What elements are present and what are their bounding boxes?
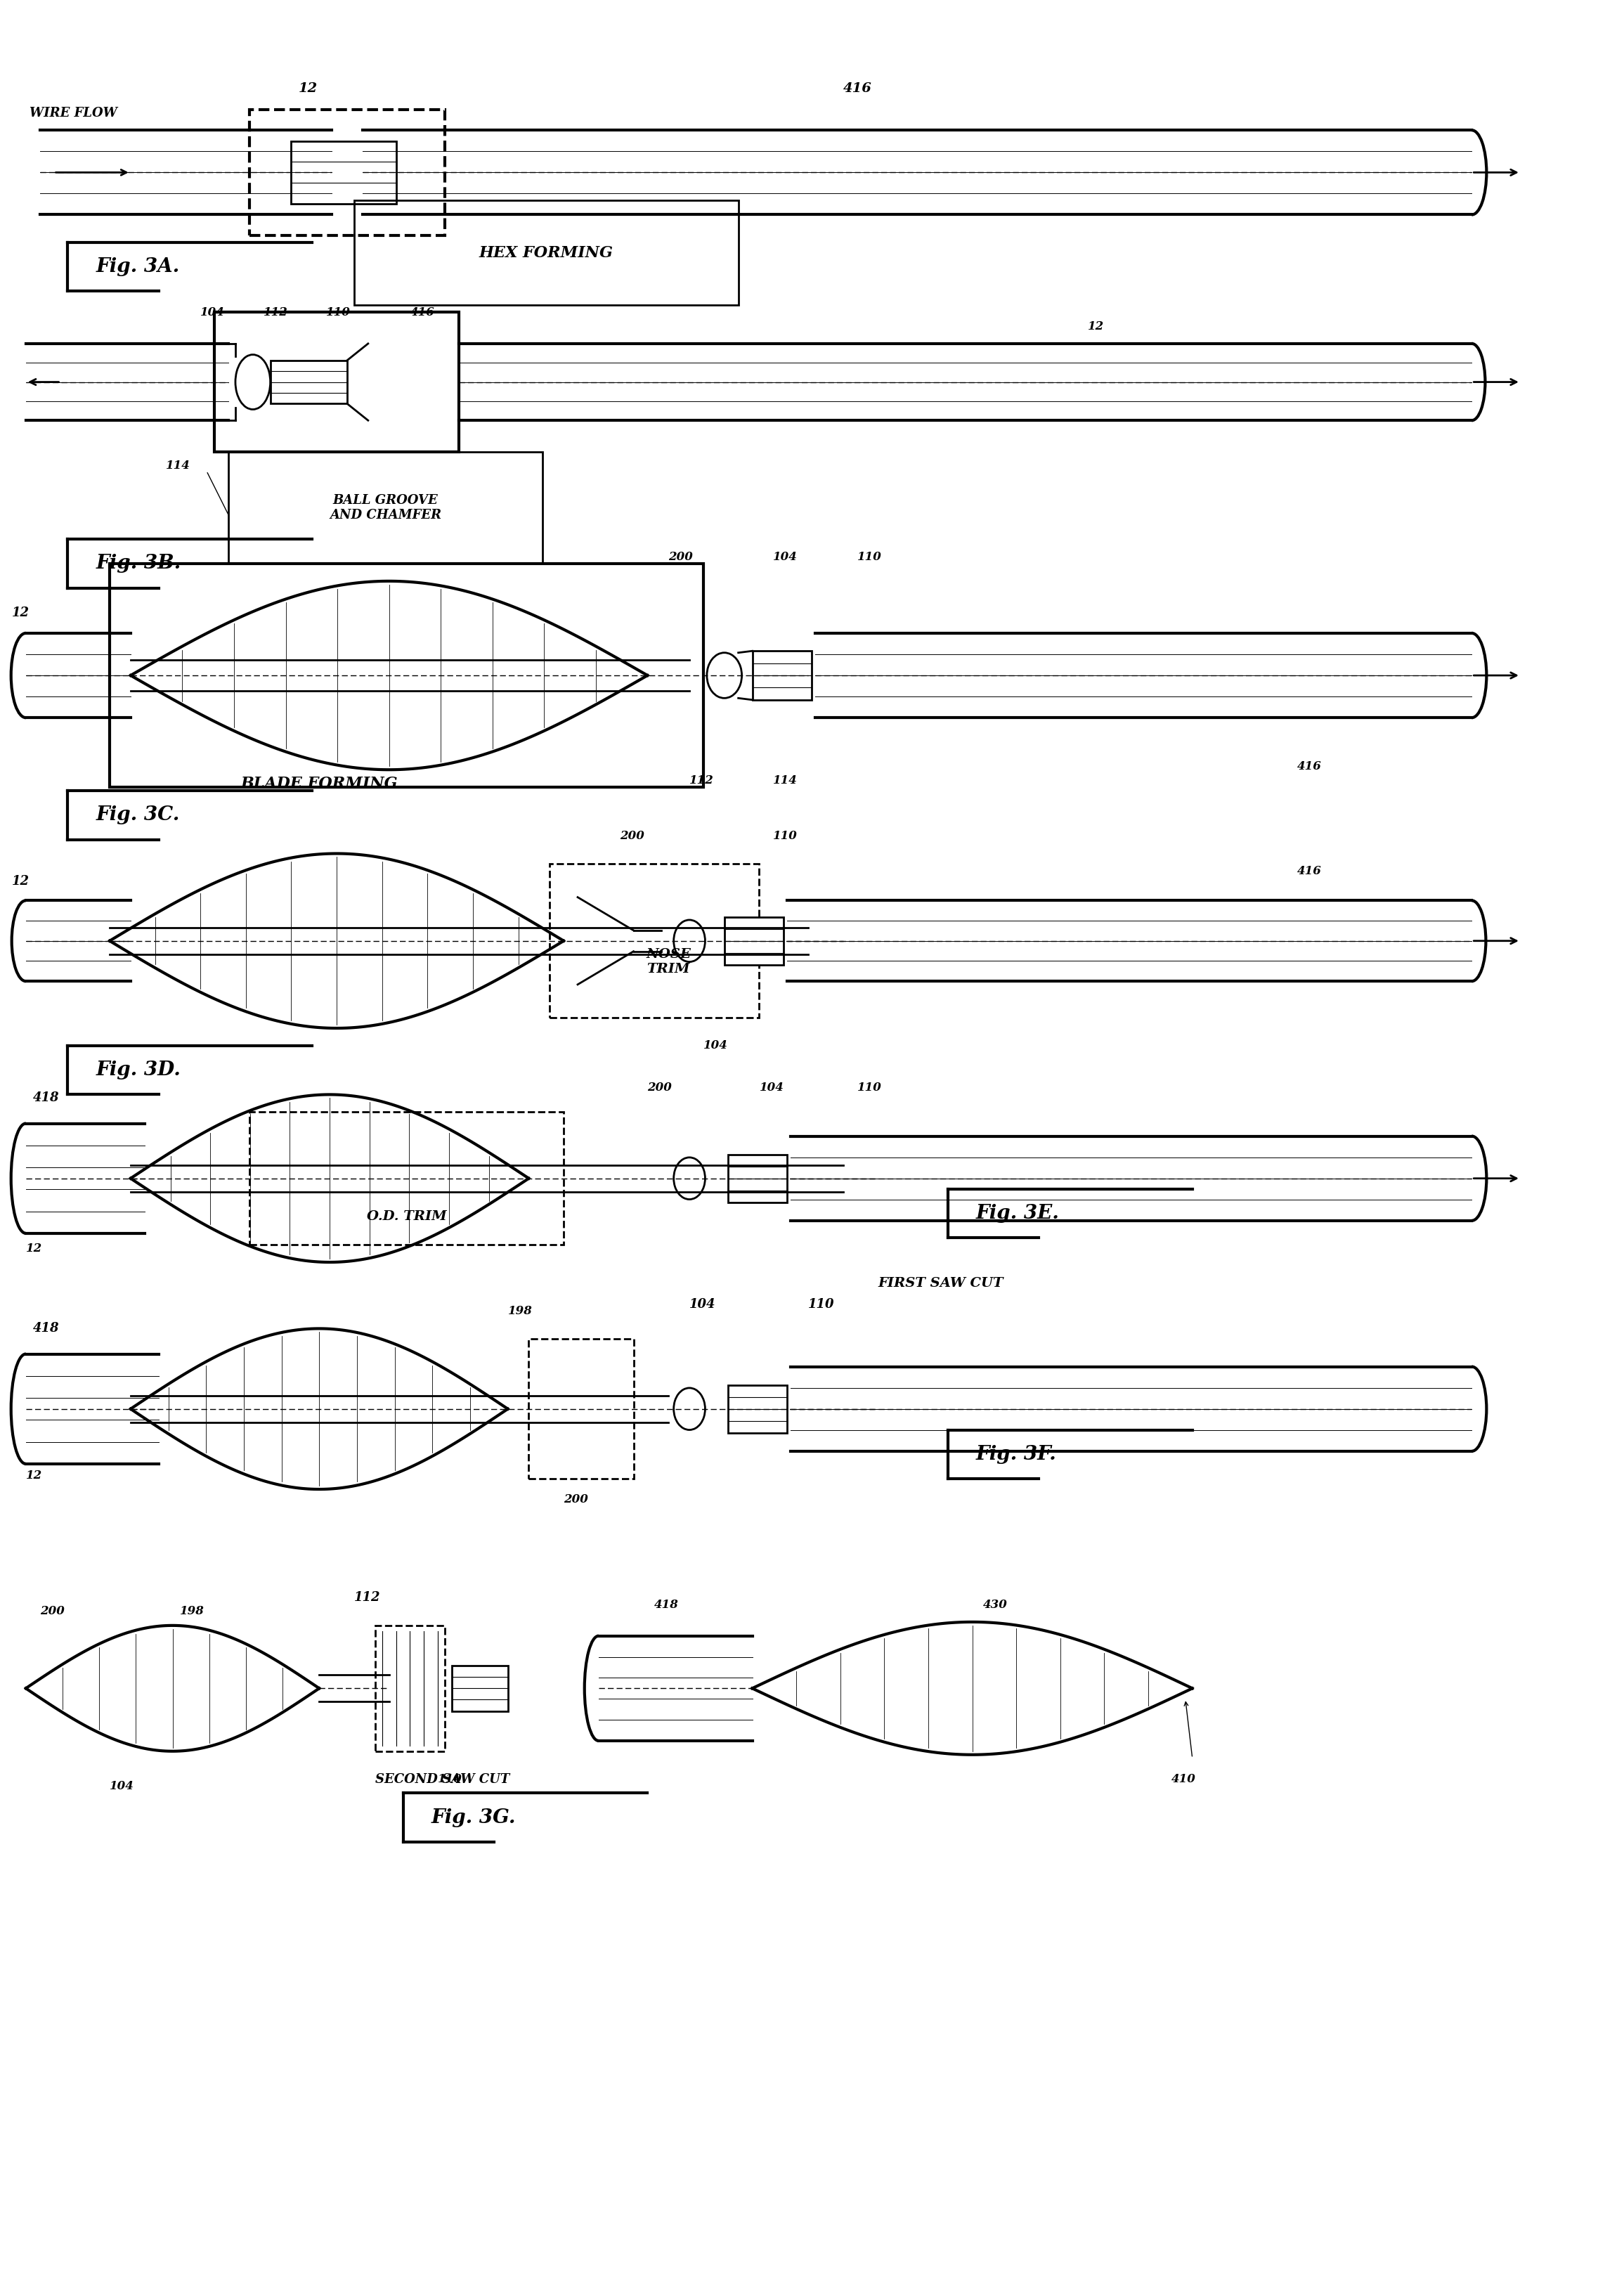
Text: 104: 104 [110,1781,135,1792]
Text: 200: 200 [564,1495,588,1506]
Text: 114: 114 [773,774,797,785]
Text: 110: 110 [438,1774,463,1785]
Text: 200: 200 [620,831,645,842]
Bar [451,1666,508,1712]
Text: 418: 418 [32,1323,58,1334]
Text: FIRST SAW CUT: FIRST SAW CUT [879,1277,1004,1289]
Bar [375,1625,445,1751]
Text: HEX FORMING: HEX FORMING [479,245,614,261]
Text: 410: 410 [1171,1774,1195,1785]
Bar [752,650,812,700]
Text: 114: 114 [166,460,190,472]
Text: 416: 416 [409,307,435,318]
Bar [110,563,703,787]
Bar [250,1112,564,1245]
Text: SECOND SAW CUT: SECOND SAW CUT [375,1772,510,1785]
Text: 416: 416 [1298,865,1322,877]
Text: 198: 198 [180,1605,205,1618]
Text: 12: 12 [1088,320,1104,332]
Text: 12: 12 [11,607,29,618]
Bar [270,359,348,403]
Text: 200: 200 [669,552,693,563]
Text: 110: 110 [809,1298,835,1309]
Text: 112: 112 [354,1591,380,1605]
Text: Fig. 3A.: Fig. 3A. [96,256,180,277]
Text: 416: 416 [1298,760,1322,771]
Text: NOSE
TRIM: NOSE TRIM [646,948,690,975]
Bar [549,863,760,1019]
Text: 12: 12 [11,874,29,888]
Bar [250,110,445,236]
Bar [728,1154,788,1202]
Text: 104: 104 [773,552,797,563]
Text: 430: 430 [983,1598,1007,1611]
Text: BLADE FORMING: BLADE FORMING [240,776,398,792]
Text: 104: 104 [703,1039,728,1051]
Bar [529,1339,633,1479]
Text: 112: 112 [263,307,287,318]
Text: Fig. 3G.: Fig. 3G. [430,1808,516,1827]
Text: 104: 104 [760,1083,784,1094]
Text: Fig. 3B.: Fig. 3B. [96,554,180,572]
Text: 104: 104 [200,307,226,318]
Text: BALL GROOVE
AND CHAMFER: BALL GROOVE AND CHAMFER [330,494,442,522]
Text: WIRE FLOW: WIRE FLOW [29,108,117,119]
Text: O.D. TRIM: O.D. TRIM [367,1211,447,1222]
Text: 418: 418 [32,1092,58,1103]
Text: 200: 200 [648,1083,672,1094]
Text: 418: 418 [654,1598,679,1611]
Bar [354,201,739,304]
Bar [214,311,460,451]
Text: 200: 200 [41,1605,65,1618]
Bar [291,142,396,204]
Bar [724,918,784,964]
Text: 12: 12 [26,1243,42,1254]
Text: Fig. 3C.: Fig. 3C. [96,806,180,824]
Text: 198: 198 [508,1305,533,1316]
Bar [229,451,542,563]
Text: Fig. 3E.: Fig. 3E. [976,1204,1059,1222]
Text: 416: 416 [843,82,872,94]
Text: 112: 112 [690,774,715,785]
Text: Fig. 3F.: Fig. 3F. [976,1444,1057,1463]
Bar [728,1385,788,1433]
Text: 110: 110 [326,307,351,318]
Text: 110: 110 [857,1083,882,1094]
Text: 110: 110 [773,831,797,842]
Text: 12: 12 [26,1470,42,1481]
Text: Fig. 3D.: Fig. 3D. [96,1060,180,1080]
Text: 104: 104 [690,1298,716,1309]
Text: 110: 110 [857,552,882,563]
Text: 12: 12 [299,82,317,94]
